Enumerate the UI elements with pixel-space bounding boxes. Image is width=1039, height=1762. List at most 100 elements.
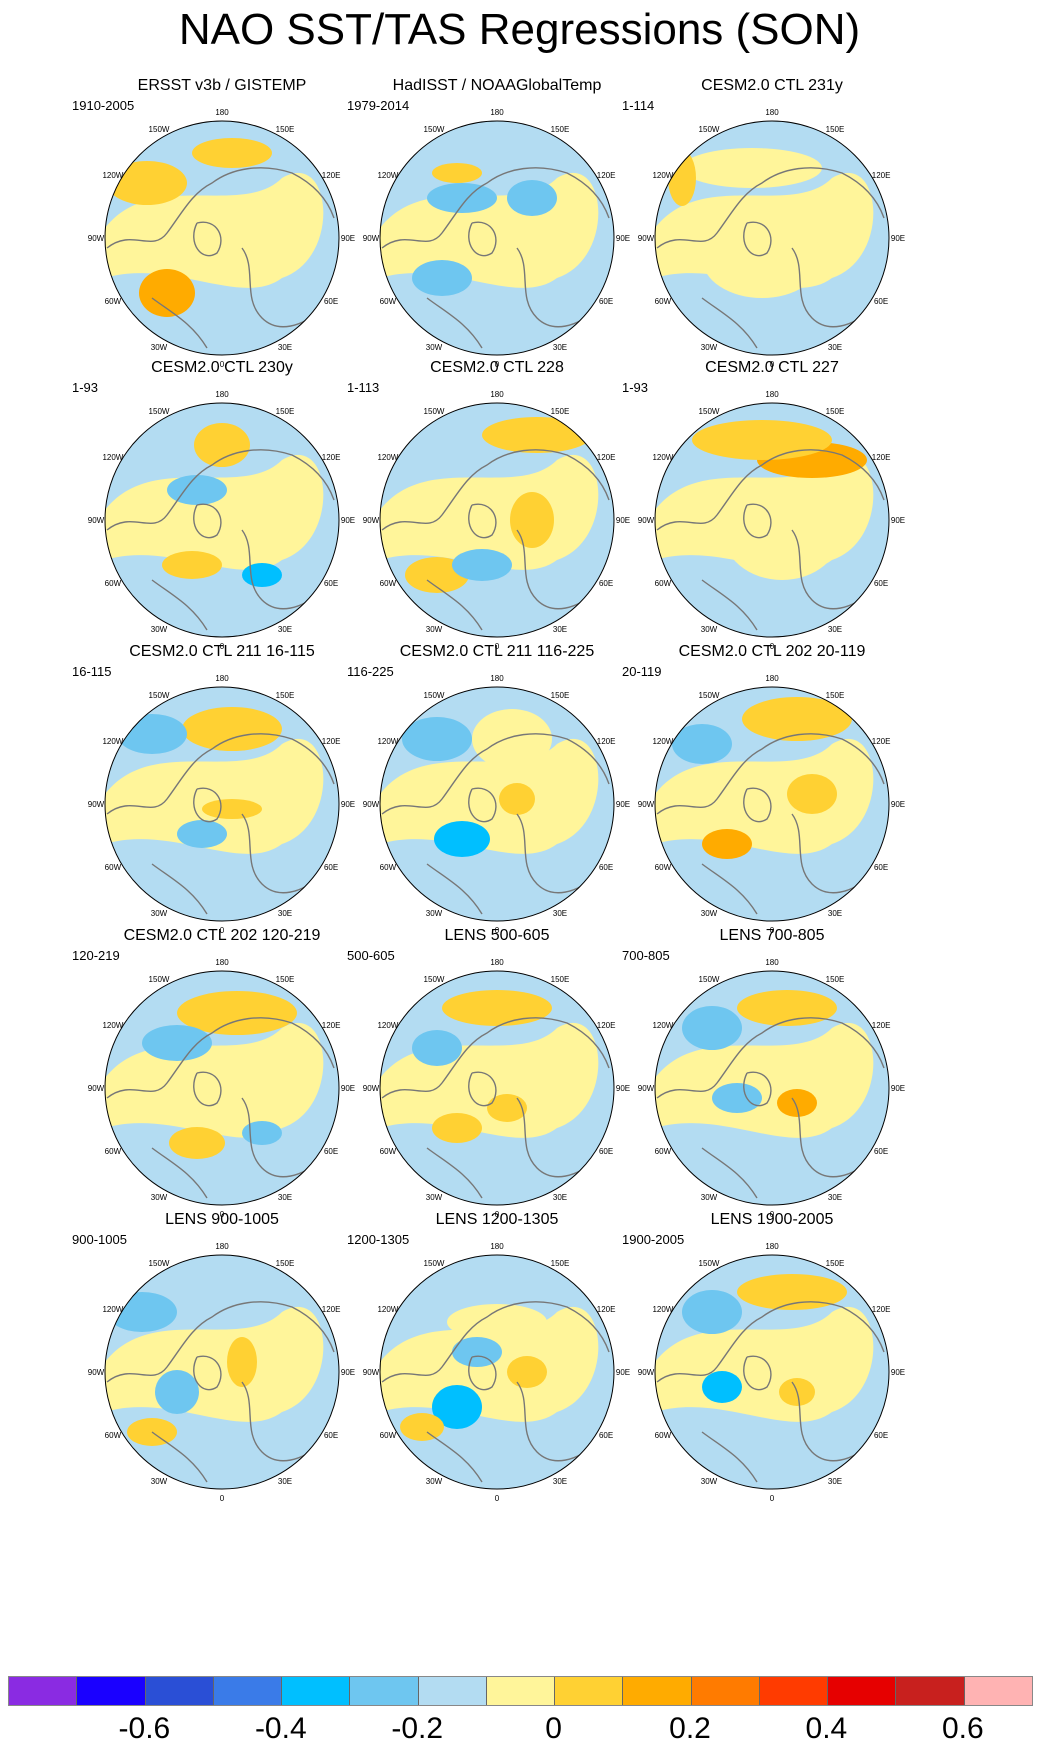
map-panel: LENS 500-605 500-605 180 150E 120E 90E 60E 30E 0… bbox=[347, 926, 647, 1226]
longitude-label: 180 bbox=[765, 108, 779, 117]
longitude-label: 30E bbox=[828, 1477, 842, 1486]
anomaly-blob bbox=[400, 1413, 444, 1441]
longitude-label: 90W bbox=[363, 234, 380, 243]
longitude-label: 30E bbox=[553, 909, 567, 918]
longitude-label: 150E bbox=[276, 975, 295, 984]
figure-title: NAO SST/TAS Regressions (SON) bbox=[178, 5, 861, 54]
longitude-label: 150W bbox=[424, 975, 445, 984]
longitude-label: 180 bbox=[490, 674, 504, 683]
longitude-label: 120W bbox=[652, 453, 673, 462]
coastline bbox=[106, 1301, 335, 1483]
anomaly-blob bbox=[194, 423, 250, 467]
panel-title: CESM2.0 CTL 202 120-219 bbox=[123, 927, 321, 944]
polar-map: 180 150E 120E 90E 60E 30E 0 30W 60W 90W 120W 150W bbox=[88, 390, 355, 651]
longitude-label: 30E bbox=[278, 343, 292, 352]
polar-map: 180 150E 120E 90E 60E 30E 0 30W 60W 90W 120W 150W bbox=[88, 1242, 355, 1503]
longitude-label: 150W bbox=[149, 125, 170, 134]
longitude-label: 120E bbox=[872, 453, 891, 462]
longitude-label: 120W bbox=[102, 1305, 123, 1314]
coastline bbox=[381, 449, 610, 631]
panel-period: 500-605 bbox=[347, 948, 395, 963]
longitude-label: 30E bbox=[828, 909, 842, 918]
longitude-label: 0 bbox=[220, 1494, 225, 1503]
anomaly-blob bbox=[447, 1304, 547, 1340]
longitude-label: 150W bbox=[699, 1259, 720, 1268]
longitude-label: 120E bbox=[872, 171, 891, 180]
longitude-label: 120E bbox=[872, 737, 891, 746]
anomaly-blob bbox=[482, 417, 592, 453]
map-panel: ERSST v3b / GISTEMP 1910-2005 180 150E 120E 9… bbox=[72, 76, 372, 376]
anomaly-blob bbox=[722, 480, 842, 580]
anomaly-blob bbox=[169, 1127, 225, 1159]
longitude-label: 0 bbox=[220, 926, 225, 935]
colorbar-label: -0.2 bbox=[391, 1712, 444, 1745]
polar-map: 180 150E 120E 90E 60E 30E 0 30W 60W 90W 120W 150W bbox=[88, 108, 355, 369]
longitude-label: 30W bbox=[426, 1193, 443, 1202]
anomaly-blob bbox=[499, 783, 535, 815]
panel-period: 1-114 bbox=[622, 98, 655, 113]
map-border bbox=[654, 686, 890, 922]
longitude-label: 60E bbox=[324, 579, 338, 588]
map-panel: CESM2.0 CTL 211 16-115 16-115 180 150E 120E 9… bbox=[72, 642, 372, 942]
longitude-label: 30E bbox=[278, 625, 292, 634]
longitude-label: 90W bbox=[88, 1084, 105, 1093]
colorbar-swatch bbox=[418, 1677, 487, 1705]
panel-period: 900-1005 bbox=[72, 1232, 127, 1247]
polar-map: 180 150E 120E 90E 60E 30E 0 30W 60W 90W 120W 150W bbox=[363, 390, 630, 651]
anomaly-blob bbox=[432, 1113, 482, 1143]
coastline bbox=[106, 1017, 335, 1199]
longitude-label: 30E bbox=[553, 625, 567, 634]
longitude-label: 60E bbox=[874, 1147, 888, 1156]
anomaly-blob bbox=[139, 269, 195, 317]
anomaly-blob bbox=[702, 829, 752, 859]
anomaly-blob bbox=[777, 1089, 817, 1117]
longitude-label: 60E bbox=[874, 579, 888, 588]
longitude-label: 90E bbox=[891, 1368, 905, 1377]
anomaly-blob bbox=[427, 183, 497, 213]
map-border bbox=[379, 970, 615, 1206]
longitude-label: 150E bbox=[551, 975, 570, 984]
longitude-label: 60W bbox=[655, 863, 672, 872]
panel-title: CESM2.0 CTL 211 116-225 bbox=[399, 643, 595, 660]
map-panel: HadISST / NOAAGlobalTemp 1979-2014 180 150E… bbox=[347, 76, 647, 376]
longitude-label: 0 bbox=[495, 642, 500, 651]
anomaly-blob bbox=[162, 551, 222, 579]
longitude-label: 120W bbox=[102, 1021, 123, 1030]
colorbar-swatch bbox=[691, 1677, 760, 1705]
longitude-label: 90E bbox=[891, 234, 905, 243]
longitude-label: 150E bbox=[826, 691, 845, 700]
longitude-label: 150E bbox=[551, 125, 570, 134]
map-border bbox=[104, 686, 340, 922]
longitude-label: 120W bbox=[102, 453, 123, 462]
longitude-label: 30W bbox=[151, 1477, 168, 1486]
colorbar-swatch bbox=[486, 1677, 556, 1705]
longitude-label: 90E bbox=[891, 800, 905, 809]
coastline bbox=[381, 167, 610, 349]
longitude-label: 150W bbox=[699, 125, 720, 134]
longitude-label: 30E bbox=[553, 1193, 567, 1202]
longitude-label: 150E bbox=[551, 691, 570, 700]
longitude-label: 120W bbox=[652, 737, 673, 746]
anomaly-blob bbox=[142, 1025, 212, 1061]
longitude-label: 120E bbox=[597, 453, 616, 462]
anomaly-blob bbox=[182, 707, 282, 751]
anomaly-blob bbox=[737, 990, 837, 1026]
polar-map: 180 150E 120E 90E 60E 30E 0 30W 60W 90W 120W 150W bbox=[88, 674, 355, 935]
longitude-label: 150W bbox=[424, 125, 445, 134]
longitude-label: 90E bbox=[341, 234, 355, 243]
longitude-label: 120E bbox=[322, 453, 341, 462]
anomaly-blob bbox=[432, 163, 482, 183]
polar-map: 180 150E 120E 90E 60E 30E 0 30W 60W 90W 120W 150W bbox=[88, 958, 355, 1219]
longitude-label: 150W bbox=[424, 1259, 445, 1268]
longitude-label: 60W bbox=[655, 579, 672, 588]
longitude-label: 30E bbox=[828, 343, 842, 352]
longitude-label: 60E bbox=[599, 297, 613, 306]
panel-period: 1-93 bbox=[72, 380, 99, 395]
longitude-label: 90W bbox=[638, 800, 655, 809]
longitude-label: 150E bbox=[551, 407, 570, 416]
anomaly-blob bbox=[202, 799, 262, 819]
polar-map: 180 150E 120E 90E 60E 30E 0 30W 60W 90W 120W 150W bbox=[363, 1242, 630, 1503]
coastline bbox=[656, 167, 885, 349]
longitude-label: 60E bbox=[324, 1431, 338, 1440]
longitude-label: 30E bbox=[828, 625, 842, 634]
